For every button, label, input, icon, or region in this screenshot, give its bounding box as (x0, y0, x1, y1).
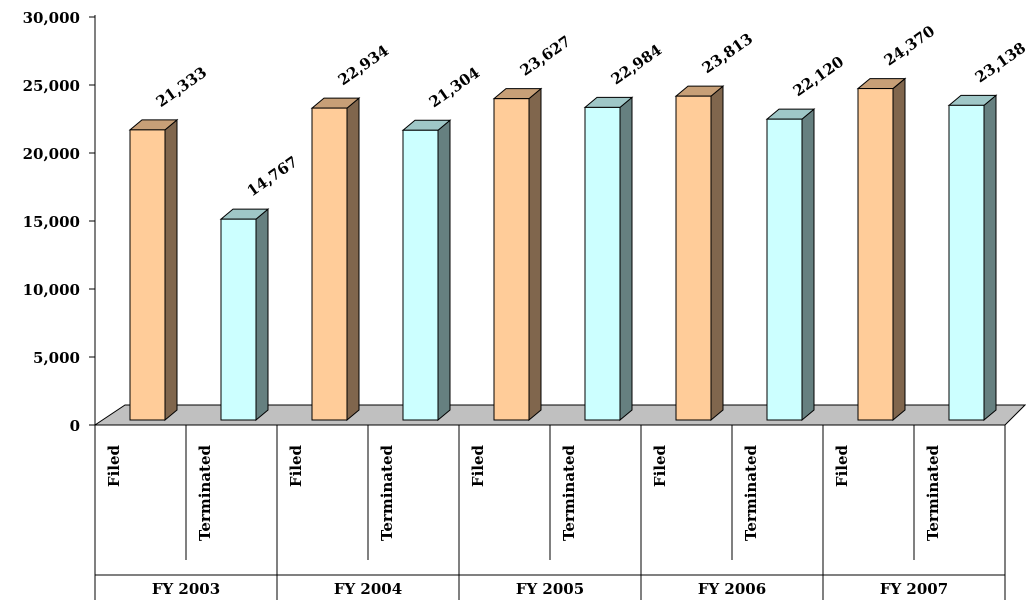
category-label: FY 2004 (334, 580, 402, 598)
bar-side (710, 85, 724, 422)
value-label: 24,370 (881, 22, 938, 70)
value-label: 22,934 (335, 41, 392, 89)
subcategory-label: Terminated (196, 444, 214, 541)
bar-front (584, 106, 621, 421)
value-label: 23,627 (517, 32, 574, 80)
bar (674, 85, 725, 422)
subcategory-label: Terminated (742, 444, 760, 541)
bar (492, 87, 543, 422)
value-label: 14,767 (244, 153, 301, 201)
y-tick-label: 30,000 (23, 9, 80, 27)
bar-side (164, 118, 178, 422)
y-tick-label: 20,000 (23, 145, 80, 163)
subcategory-label: Terminated (924, 444, 942, 541)
bar-front (220, 218, 257, 421)
bar-side (528, 87, 542, 422)
bar-side (983, 94, 997, 422)
value-label: 21,304 (426, 64, 483, 112)
y-tick-label: 10,000 (23, 281, 80, 299)
category-label: FY 2006 (698, 580, 766, 598)
bar-front (129, 129, 166, 421)
bar (401, 119, 452, 422)
bar-front (675, 95, 712, 421)
category-label: FY 2007 (880, 580, 948, 598)
y-tick-label: 0 (70, 417, 80, 435)
value-label: 23,813 (699, 29, 756, 77)
y-tick-label: 25,000 (23, 77, 80, 95)
bar-front (402, 129, 439, 421)
bar (765, 108, 816, 422)
bar (219, 208, 270, 422)
subcategory-label: Filed (651, 444, 669, 487)
subcategory-label: Filed (469, 444, 487, 487)
category-label: FY 2003 (152, 580, 220, 598)
subcategory-label: Filed (287, 444, 305, 487)
bar-side (892, 77, 906, 422)
subcategory-label: Terminated (378, 444, 396, 541)
bar-front (493, 98, 530, 421)
bar-front (766, 118, 803, 421)
subcategory-label: Filed (833, 444, 851, 487)
value-label: 23,138 (972, 39, 1026, 87)
bar (310, 97, 361, 422)
bar (128, 118, 179, 422)
bar (583, 96, 634, 422)
bar-front (857, 88, 894, 421)
bar-side (801, 108, 815, 422)
bar-side (437, 119, 451, 422)
value-label: 21,333 (153, 63, 210, 111)
bar-side (255, 208, 269, 422)
bar (856, 77, 907, 422)
y-tick-label: 5,000 (33, 349, 80, 367)
subcategory-label: Terminated (560, 444, 578, 541)
bar-side (346, 97, 360, 422)
value-label: 22,120 (790, 53, 847, 101)
y-tick-label: 15,000 (23, 213, 80, 231)
bar-front (311, 107, 348, 421)
bar (947, 94, 998, 422)
value-label: 22,984 (608, 41, 665, 89)
subcategory-label: Filed (105, 444, 123, 487)
bar-side (619, 96, 633, 422)
category-label: FY 2005 (516, 580, 584, 598)
bar-front (948, 104, 985, 421)
